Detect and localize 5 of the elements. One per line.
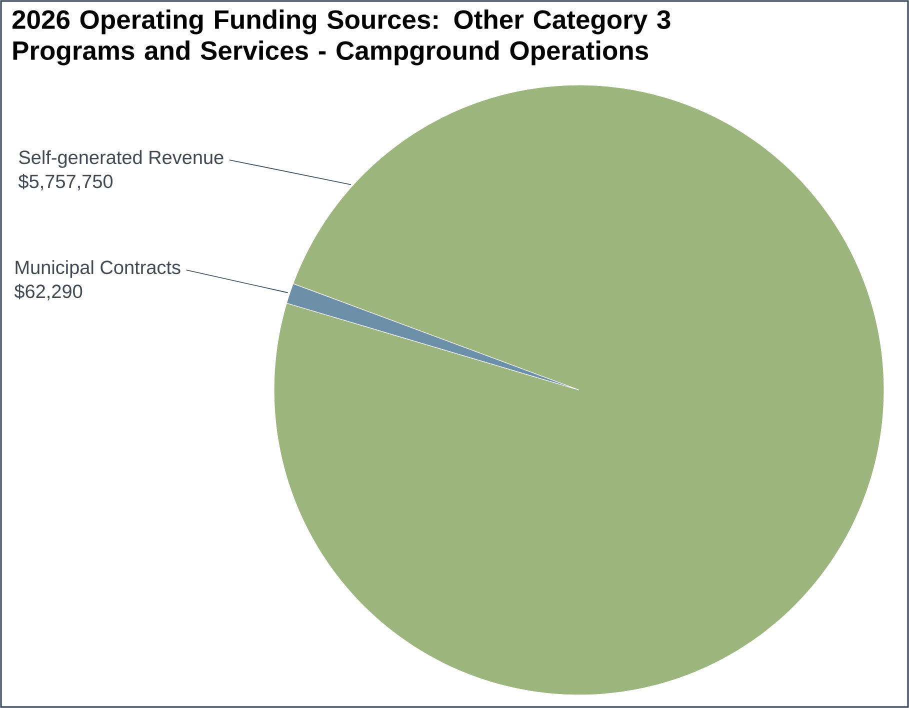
data-label: $62,290 [14,284,82,300]
slice-label: Municipal Contracts [16,260,180,278]
data-label: $5,757,750 [18,174,113,190]
slice-label: Self-generated Revenue [19,150,224,168]
chart-title: 2026 Operating Funding Sources: Other Category 3 Programs and Services - Campground Operations [12,10,670,66]
